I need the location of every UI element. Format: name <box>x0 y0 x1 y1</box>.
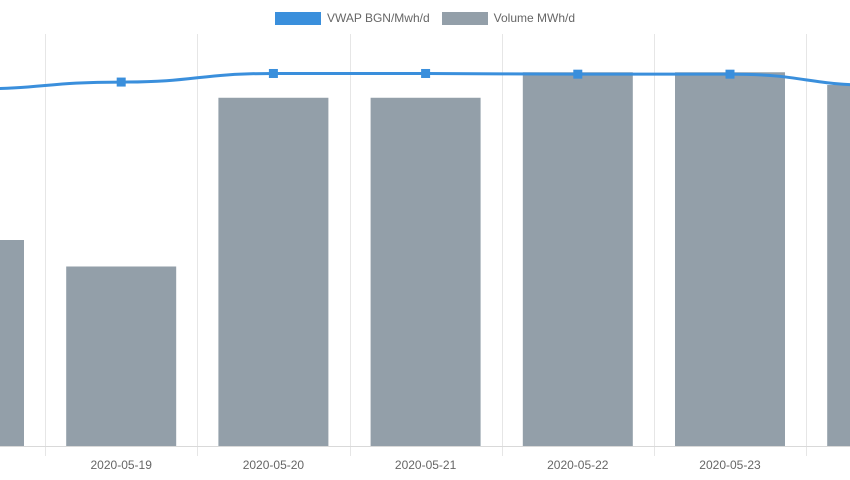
legend-swatch-volume <box>441 11 488 25</box>
line-layer <box>0 68 850 90</box>
x-tick-label: 2020-05-23 <box>699 458 761 472</box>
volume-bar[interactable] <box>66 266 177 446</box>
x-tick-label: 2020-05-19 <box>91 458 153 472</box>
legend-label-volume: Volume MWh/d <box>493 11 576 25</box>
x-tick-label: 2020-05-20 <box>243 458 305 472</box>
legend-label-vwap: VWAP BGN/Mwh/d <box>326 11 430 25</box>
x-tick-label: 2020-05-22 <box>547 458 609 472</box>
volume-bar[interactable] <box>675 72 785 446</box>
vwap-point[interactable] <box>268 68 278 78</box>
x-tick-label: 2020-05-21 <box>395 458 457 472</box>
bar-layer <box>0 72 850 446</box>
vwap-point[interactable] <box>725 69 735 79</box>
vwap-point[interactable] <box>573 69 583 79</box>
volume-bar[interactable] <box>522 72 633 446</box>
tick-layer: 2020-05-182020-05-192020-05-202020-05-21… <box>0 458 761 472</box>
vwap-point[interactable] <box>116 77 126 87</box>
volume-bar[interactable] <box>827 85 850 446</box>
legend-item-vwap[interactable]: VWAP BGN/Mwh/d <box>274 11 430 25</box>
legend-item-volume[interactable]: Volume MWh/d <box>441 11 576 25</box>
grid-layer <box>0 34 850 456</box>
volume-bar[interactable] <box>218 97 329 446</box>
vwap-point[interactable] <box>421 68 431 78</box>
volume-bar[interactable] <box>370 97 481 446</box>
legend-swatch-vwap <box>274 11 321 25</box>
volume-bar[interactable] <box>0 240 24 446</box>
chart-legend: VWAP BGN/Mwh/d Volume MWh/d <box>0 8 850 28</box>
